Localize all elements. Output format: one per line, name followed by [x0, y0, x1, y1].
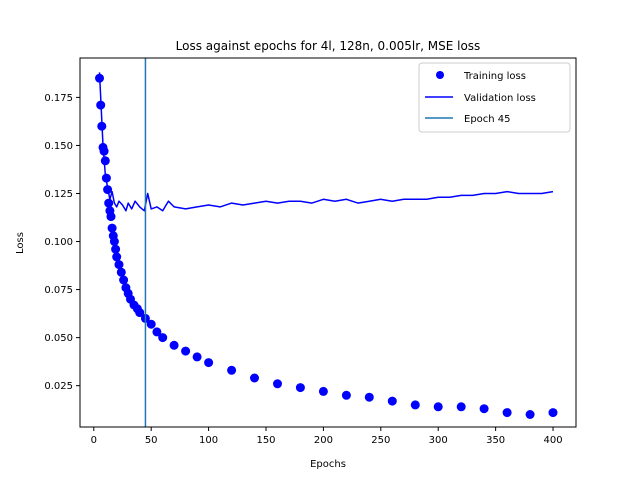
training-loss-point: [95, 73, 104, 83]
training-loss-point: [116, 267, 126, 277]
x-tick-label: 350: [486, 435, 505, 446]
x-tick-label: 50: [145, 435, 158, 446]
training-loss-point: [364, 392, 374, 402]
training-loss-point: [104, 198, 114, 208]
legend-label-training: Training loss: [463, 71, 526, 82]
x-tick-label: 400: [543, 435, 562, 446]
training-loss-point: [295, 383, 305, 393]
legend: Training loss Validation loss Epoch 45: [418, 62, 571, 133]
training-loss-point: [204, 358, 214, 368]
training-loss-point: [502, 408, 512, 418]
training-loss-point: [99, 146, 109, 156]
x-tick-label: 200: [314, 435, 333, 446]
y-tick-label: 0.150: [44, 141, 73, 152]
training-loss-point: [548, 408, 558, 418]
training-loss-point: [250, 373, 259, 383]
training-loss-point: [525, 410, 535, 419]
training-loss-point: [192, 352, 202, 362]
y-tick-label: 0.125: [44, 189, 73, 200]
legend-label-epoch: Epoch 45: [464, 114, 511, 125]
training-loss-point: [433, 402, 443, 412]
y-axis-label: Loss: [15, 232, 26, 254]
legend-label-validation: Validation loss: [464, 93, 536, 104]
training-loss-point: [169, 340, 179, 350]
training-loss-point: [158, 333, 168, 343]
training-loss-point: [100, 156, 110, 166]
training-loss-point: [152, 327, 162, 337]
training-loss-point: [101, 173, 111, 183]
y-tick-label: 0.075: [44, 285, 73, 296]
training-loss-point: [111, 244, 121, 254]
training-loss-point: [114, 260, 124, 270]
axes-frame: [79, 57, 577, 428]
x-axis-label: Epochs: [310, 459, 346, 470]
training-loss-point: [456, 402, 466, 412]
training-loss-point: [318, 386, 328, 396]
legend-marker-training: [436, 71, 444, 79]
training-loss-point: [479, 404, 489, 414]
x-tick-label: 300: [429, 435, 448, 446]
training-loss-point: [106, 212, 116, 222]
training-loss-point: [112, 252, 122, 262]
training-loss-point: [97, 121, 107, 131]
y-tick-label: 0.050: [44, 333, 73, 344]
training-loss-point: [109, 237, 119, 246]
training-loss-point: [96, 100, 106, 110]
training-loss-point: [273, 379, 282, 389]
x-tick-label: 150: [256, 435, 275, 446]
y-tick-label: 0.175: [44, 93, 73, 104]
training-loss-point: [119, 275, 129, 285]
y-tick-label: 0.025: [44, 381, 73, 392]
training-loss-point: [103, 185, 113, 195]
training-loss-point: [387, 396, 397, 406]
validation-loss-line: [98, 72, 554, 212]
x-tick-label: 100: [199, 435, 218, 446]
plot-area: [95, 58, 558, 427]
x-tick-label: 0: [91, 435, 97, 446]
training-loss-point: [181, 346, 191, 356]
training-loss-point: [107, 223, 117, 233]
x-tick-label: 250: [371, 435, 390, 446]
training-loss-point: [135, 308, 145, 318]
axes: 0 50 100 150 200 250 300 350 400 0.025 0.050 0.075 0…: [44, 93, 562, 446]
training-loss-point: [227, 365, 237, 375]
training-loss-point: [146, 319, 156, 329]
chart-title: Loss against epochs for 4l, 128n, 0.005l…: [176, 39, 481, 53]
training-loss-point: [341, 390, 351, 400]
legend-box: [418, 62, 571, 133]
training-loss-point: [410, 400, 420, 410]
y-tick-label: 0.100: [44, 237, 73, 248]
